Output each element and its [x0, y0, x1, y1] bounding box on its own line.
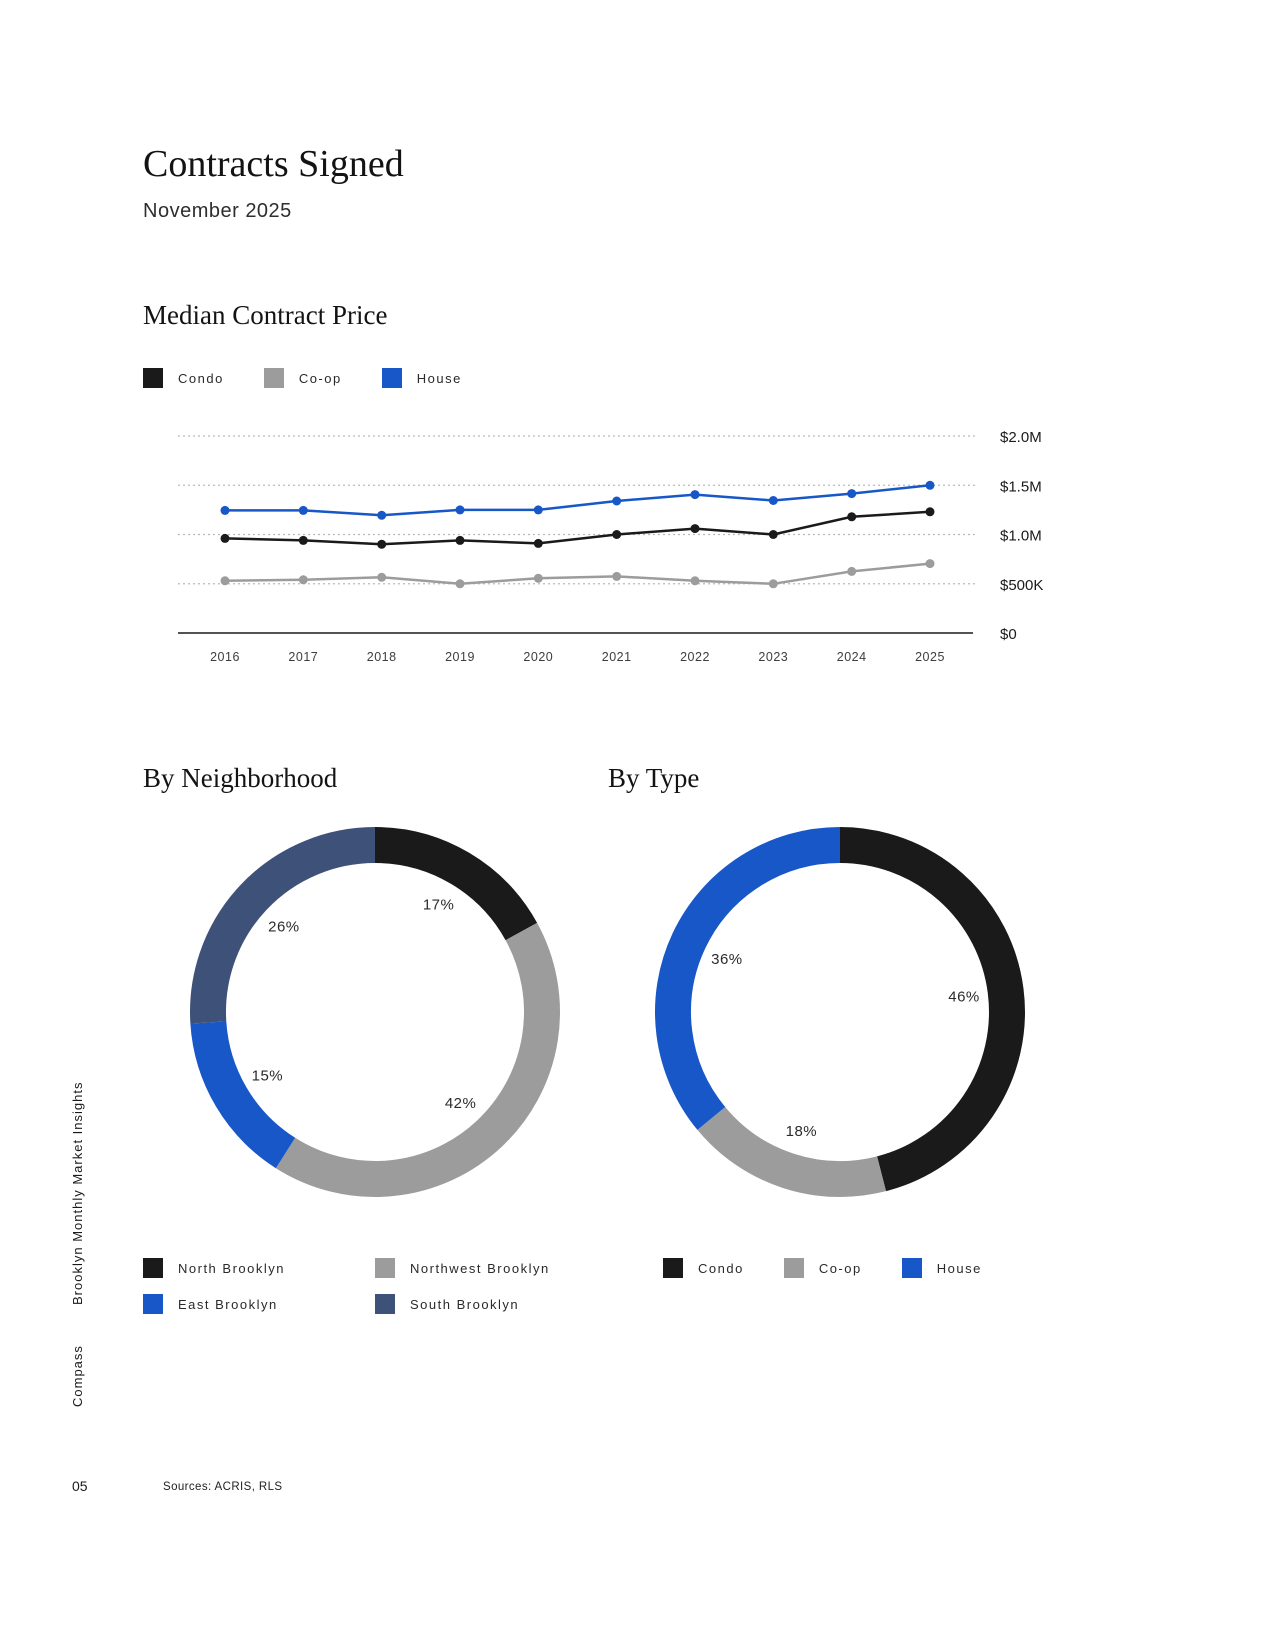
legend-item-type-condo: Condo [663, 1258, 744, 1278]
svg-text:$500K: $500K [1000, 577, 1043, 594]
legend-label-north-brooklyn: North Brooklyn [178, 1260, 285, 1276]
south-brooklyn-color-swatch [375, 1294, 395, 1314]
legend-label-type-condo: Condo [698, 1260, 744, 1276]
page-title: Contracts Signed [143, 143, 404, 185]
northwest-brooklyn-color-swatch [375, 1258, 395, 1278]
svg-text:2021: 2021 [602, 650, 632, 664]
svg-text:2017: 2017 [288, 650, 318, 664]
svg-text:2016: 2016 [210, 650, 240, 664]
svg-text:2020: 2020 [523, 650, 553, 664]
legend-label-east-brooklyn: East Brooklyn [178, 1296, 278, 1312]
house-color-swatch [381, 368, 402, 388]
legend-label-condo: Condo [178, 370, 224, 386]
svg-text:2022: 2022 [680, 650, 710, 664]
svg-text:36%: 36% [711, 951, 743, 968]
median-contract-price-line-chart: $0 $500K $1.0M $1.5M $2.0M 2016 2017 2018 2019 20… [143, 418, 1048, 678]
legend-item-type-coop: Co-op [783, 1258, 862, 1278]
sidebar-report-title: Brooklyn Monthly Market Insights [70, 1081, 85, 1305]
legend-item-coop: Co-op [263, 368, 342, 388]
type-legend: Condo Co-op House [663, 1258, 982, 1278]
svg-text:2019: 2019 [445, 650, 475, 664]
type-condo-color-swatch [663, 1258, 683, 1278]
legend-item-east-brooklyn: East Brooklyn [143, 1294, 375, 1314]
legend-item-north-brooklyn: North Brooklyn [143, 1258, 375, 1278]
svg-text:2023: 2023 [758, 650, 788, 664]
svg-text:42%: 42% [445, 1095, 477, 1112]
sources-note: Sources: ACRIS, RLS [163, 1481, 283, 1493]
section-title-median-contract-price: Median Contract Price [143, 300, 388, 330]
line-chart-legend: Condo Co-op House [143, 368, 462, 388]
svg-text:$2.0M: $2.0M [1000, 429, 1042, 446]
legend-label-type-house: House [936, 1260, 982, 1276]
section-title-by-type: By Type [608, 763, 700, 793]
svg-text:15%: 15% [252, 1068, 284, 1085]
svg-text:$0: $0 [1000, 626, 1017, 643]
legend-label-south-brooklyn: South Brooklyn [410, 1296, 520, 1312]
svg-text:$1.5M: $1.5M [1000, 478, 1042, 495]
section-title-by-neighborhood: By Neighborhood [143, 763, 338, 793]
svg-text:17%: 17% [423, 896, 455, 913]
legend-item-type-house: House [901, 1258, 982, 1278]
by-neighborhood-donut-chart: 17% 42% 15% 26% [185, 822, 565, 1207]
neighborhood-legend: North Brooklyn Northwest Brooklyn East B… [143, 1258, 550, 1314]
page-subtitle: November 2025 [143, 200, 292, 222]
legend-item-house: House [381, 368, 462, 388]
svg-text:$1.0M: $1.0M [1000, 528, 1042, 545]
coop-color-swatch [263, 368, 284, 388]
svg-text:18%: 18% [786, 1123, 818, 1140]
svg-text:26%: 26% [268, 918, 300, 935]
legend-label-type-coop: Co-op [818, 1260, 862, 1276]
east-brooklyn-color-swatch [143, 1294, 163, 1314]
north-brooklyn-color-swatch [143, 1258, 163, 1278]
type-house-color-swatch [901, 1258, 922, 1278]
legend-item-south-brooklyn: South Brooklyn [375, 1294, 550, 1314]
svg-text:2024: 2024 [837, 650, 867, 664]
legend-label-house: House [416, 370, 462, 386]
brand-compass: Compass [70, 1345, 85, 1407]
page-number: 05 [72, 1478, 88, 1494]
legend-label-northwest-brooklyn: Northwest Brooklyn [410, 1260, 550, 1276]
type-coop-color-swatch [783, 1258, 804, 1278]
by-type-donut-chart: 46% 18% 36% [650, 822, 1030, 1207]
svg-text:2025: 2025 [915, 650, 945, 664]
legend-label-coop: Co-op [298, 370, 342, 386]
condo-color-swatch [143, 368, 163, 388]
legend-item-condo: Condo [143, 368, 224, 388]
svg-text:46%: 46% [948, 988, 980, 1005]
legend-item-northwest-brooklyn: Northwest Brooklyn [375, 1258, 550, 1278]
svg-text:2018: 2018 [367, 650, 397, 664]
